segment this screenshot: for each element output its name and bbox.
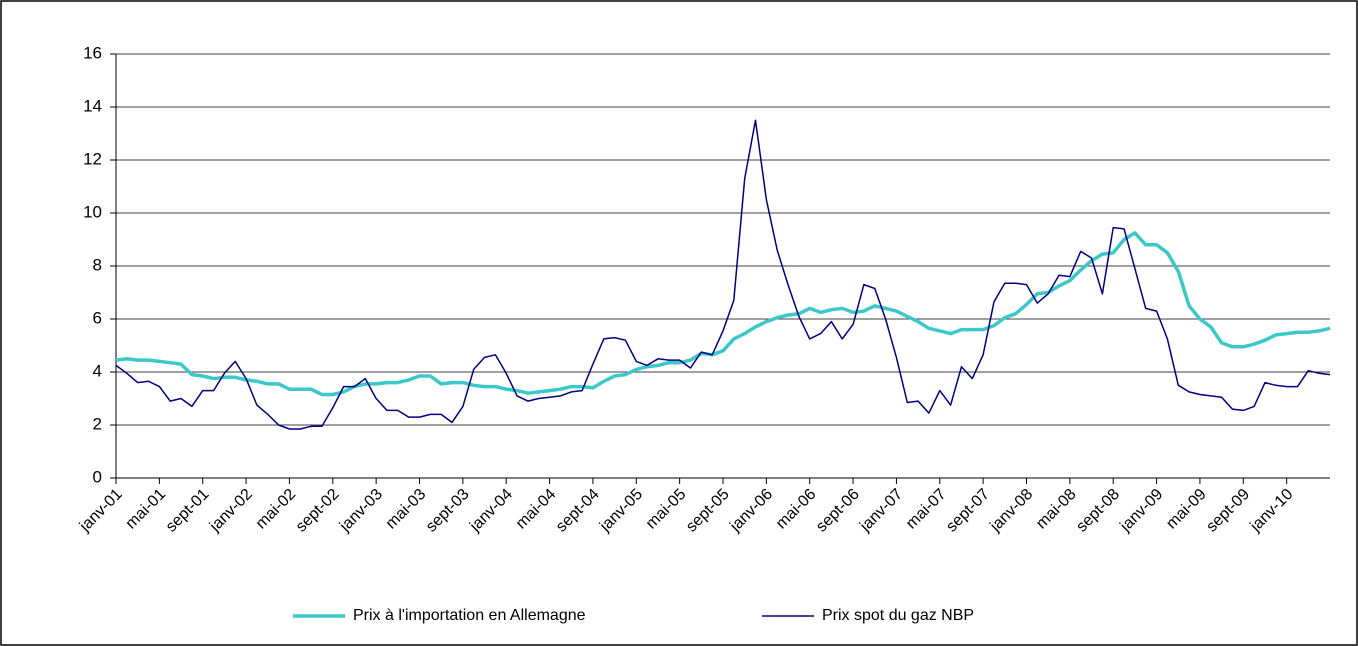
y-tick-label: 12 (83, 149, 102, 168)
y-tick-label: 16 (83, 43, 102, 62)
y-tick-label: 0 (93, 467, 102, 486)
y-tick-label: 4 (93, 361, 102, 380)
y-tick-label: 2 (93, 414, 102, 433)
y-tick-label: 14 (83, 96, 102, 115)
y-tick-label: 8 (93, 255, 102, 274)
legend-label: Prix spot du gaz NBP (822, 607, 974, 624)
series-line (115, 119, 1331, 430)
legend-label: Prix à l'importation en Allemagne (353, 607, 586, 624)
y-tick-label: 10 (83, 202, 102, 221)
y-tick-label: 6 (93, 308, 102, 327)
series-line (115, 231, 1331, 397)
